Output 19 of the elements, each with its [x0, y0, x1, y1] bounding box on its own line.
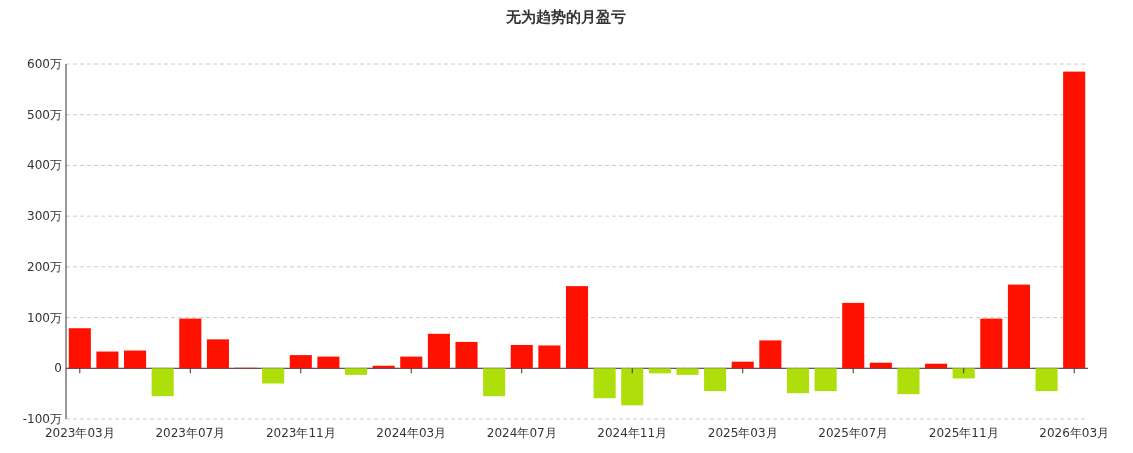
y-tick-label: 600万	[27, 57, 62, 71]
y-tick-label: 100万	[27, 310, 62, 325]
x-tick-label: 2023年11月	[265, 426, 336, 440]
y-tick-label: 300万	[27, 209, 62, 224]
y-tick-label: 0	[54, 361, 62, 376]
x-tick-label: 2025年07月	[818, 426, 889, 440]
x-tick-label: 2025年11月	[928, 426, 999, 440]
y-tick-label: 200万	[27, 259, 62, 274]
x-tick-label: 2024年03月	[376, 426, 447, 440]
x-tick-label: 2025年03月	[707, 426, 778, 440]
y-tick-label: 500万	[27, 107, 62, 122]
x-tick-label: 2026年03月	[1039, 426, 1110, 440]
x-tick-label: 2024年11月	[597, 426, 668, 440]
chart-title: 无为趋势的月盈亏	[505, 8, 626, 26]
y-tick-label: -100万	[22, 412, 62, 426]
x-tick-label: 2023年03月	[44, 426, 115, 440]
x-tick-label: 2024年07月	[486, 426, 557, 440]
y-tick-label: 400万	[27, 158, 62, 173]
x-tick-label: 2023年07月	[155, 426, 226, 440]
